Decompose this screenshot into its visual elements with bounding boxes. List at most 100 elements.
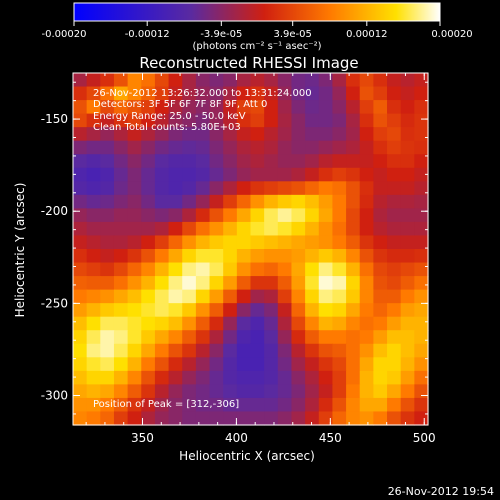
heatmap-cell <box>359 411 374 426</box>
heatmap-cell <box>387 86 402 101</box>
heatmap-cell <box>195 262 211 277</box>
heatmap-cell <box>195 303 211 318</box>
heatmap-cell <box>332 303 347 318</box>
heatmap-cell <box>73 181 88 196</box>
heatmap-cell <box>73 86 88 101</box>
heatmap-cell <box>359 249 374 264</box>
heatmap-cell <box>127 235 142 250</box>
heatmap-cell <box>373 208 388 223</box>
heatmap-cell <box>305 249 320 264</box>
heatmap-cell <box>154 384 170 399</box>
heatmap-cell <box>332 127 347 142</box>
heatmap-cell <box>400 100 415 115</box>
heatmap-cell <box>127 154 142 169</box>
heatmap-cell <box>250 330 265 345</box>
heatmap-cell <box>277 384 293 399</box>
heatmap-cell <box>318 208 334 223</box>
heatmap-cell <box>346 276 361 291</box>
heatmap-cell <box>86 221 101 237</box>
heatmap-cell <box>264 303 279 318</box>
heatmap-cell <box>332 357 347 372</box>
heatmap-cell <box>305 100 320 115</box>
heatmap-cell <box>387 100 402 115</box>
heatmap-cell <box>373 194 388 209</box>
heatmap-cell <box>168 357 183 372</box>
heatmap-cell <box>264 73 279 88</box>
heatmap-cell <box>387 208 402 223</box>
heatmap-cell <box>305 221 320 237</box>
heatmap-cell <box>182 249 197 264</box>
heatmap-cell <box>168 289 183 304</box>
heatmap-cell <box>141 276 156 291</box>
heatmap-cell <box>400 370 415 385</box>
heatmap-cell <box>264 181 279 196</box>
heatmap-cell <box>291 397 306 413</box>
heatmap-cell <box>141 384 156 399</box>
heatmap-cell <box>318 343 334 358</box>
heatmap-cell <box>195 289 211 304</box>
heatmap-cell <box>113 235 129 250</box>
heatmap-cell <box>73 127 88 142</box>
heatmap-cell <box>113 289 129 304</box>
heatmap-cell <box>223 73 238 88</box>
heatmap-cell <box>277 208 293 223</box>
heatmap-cell <box>236 316 252 331</box>
heatmap-cell <box>141 303 156 318</box>
heatmap-cell <box>346 330 361 345</box>
heatmap-cell <box>113 370 129 385</box>
heatmap-cell <box>291 167 306 182</box>
heatmap-cell <box>236 235 252 250</box>
heatmap-cell <box>332 181 347 196</box>
heatmap-cell <box>264 330 279 345</box>
heatmap-cell <box>346 113 361 128</box>
annotation-peak-position: Position of Peak = [312,-306] <box>93 399 239 410</box>
heatmap-cell <box>168 100 183 115</box>
heatmap-cell <box>305 384 320 399</box>
heatmap-cell <box>223 140 238 155</box>
heatmap-cell <box>236 140 252 155</box>
heatmap-cell <box>373 330 388 345</box>
colorbar-tick-label: -0.00012 <box>125 29 170 40</box>
heatmap-cell <box>414 113 429 128</box>
heatmap-cell <box>127 330 142 345</box>
heatmap-cell <box>400 208 415 223</box>
heatmap-cell <box>113 167 129 182</box>
heatmap-cell <box>305 262 320 277</box>
heatmap-cell <box>305 194 320 209</box>
heatmap-cell <box>400 194 415 209</box>
heatmap-cell <box>236 100 252 115</box>
heatmap-cell <box>414 100 429 115</box>
heatmap-cell <box>346 86 361 101</box>
heatmap-cell <box>359 208 374 223</box>
heatmap-cell <box>141 221 156 237</box>
heatmap-cell <box>291 86 306 101</box>
heatmap-cell <box>86 100 101 115</box>
heatmap-cell <box>264 113 279 128</box>
heatmap-cell <box>373 73 388 88</box>
heatmap-cell <box>373 411 388 426</box>
heatmap-cell <box>113 73 129 88</box>
heatmap-cell <box>182 181 197 196</box>
heatmap-cell <box>332 384 347 399</box>
heatmap-cell <box>291 316 306 331</box>
heatmap-cell <box>236 113 252 128</box>
heatmap-cell <box>223 411 238 426</box>
heatmap-cell <box>73 384 88 399</box>
heatmap-cell <box>154 154 170 169</box>
heatmap-cell <box>73 330 88 345</box>
heatmap-cell <box>373 397 388 413</box>
heatmap-cell <box>154 249 170 264</box>
heatmap-cell <box>182 194 197 209</box>
heatmap-cell <box>264 411 279 426</box>
heatmap-cell <box>168 249 183 264</box>
heatmap-cell <box>332 411 347 426</box>
heatmap-cell <box>154 181 170 196</box>
heatmap-cell <box>113 127 129 142</box>
heatmap-cell <box>100 343 115 358</box>
heatmap-cell <box>100 316 115 331</box>
heatmap-cell <box>195 316 211 331</box>
heatmap-cell <box>100 370 115 385</box>
heatmap-cell <box>168 303 183 318</box>
heatmap-cell <box>318 330 334 345</box>
